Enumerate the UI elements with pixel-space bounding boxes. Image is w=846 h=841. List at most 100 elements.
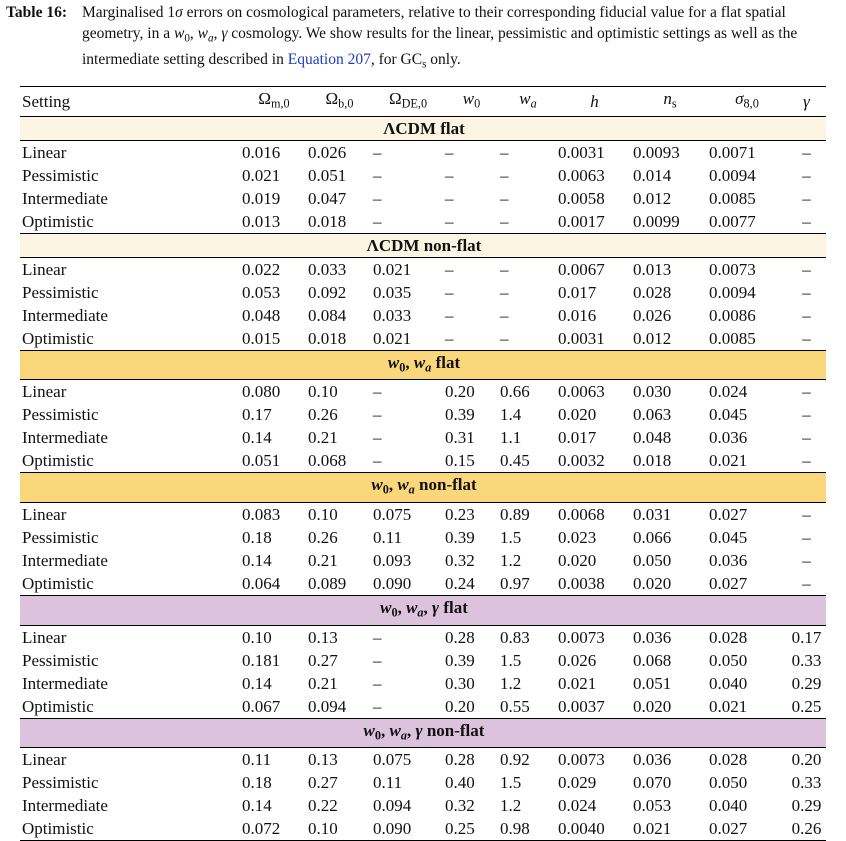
table-row: Pessimistic 0.053 0.092 0.035 – – 0.017 0.028 0.… bbox=[20, 281, 826, 304]
value-cell: 0.012 bbox=[633, 328, 672, 348]
value-cell: 0.036 bbox=[709, 551, 748, 571]
value-cell: 0.024 bbox=[709, 382, 748, 402]
value-cell: 0.075 bbox=[373, 505, 412, 525]
value-cell: 0.027 bbox=[709, 505, 748, 525]
table-section: ΛCDM flat Linear 0.016 0.026 – – – 0.0031 0.0093… bbox=[20, 115, 826, 234]
value-cell: 0.40 bbox=[445, 773, 475, 793]
column-header: w0 bbox=[443, 87, 498, 117]
value-cell: 0.21 bbox=[308, 551, 338, 571]
value-cell: – bbox=[500, 165, 509, 185]
text-segment: flat bbox=[439, 598, 468, 618]
value-cell: 0.013 bbox=[242, 211, 281, 231]
value-cell: 0.0071 bbox=[709, 142, 756, 162]
value-cell: – bbox=[445, 259, 454, 279]
value-cell: 0.0031 bbox=[558, 328, 605, 348]
value-cell: 0.067 bbox=[242, 696, 281, 716]
setting-cell: Intermediate bbox=[22, 551, 108, 571]
text-segment: , bbox=[189, 25, 198, 42]
value-cell: 0.0031 bbox=[558, 142, 605, 162]
value-cell: 0.33 bbox=[791, 650, 822, 670]
value-cell: 0.30 bbox=[445, 673, 475, 693]
value-cell: 0.98 bbox=[500, 819, 530, 839]
text-segment: w bbox=[519, 89, 531, 108]
value-cell: 0.26 bbox=[308, 528, 338, 548]
table-row: Optimistic 0.013 0.018 – – – 0.0017 0.0099 0.007… bbox=[20, 210, 826, 234]
value-cell: – bbox=[445, 142, 454, 162]
value-cell: 0.031 bbox=[633, 505, 672, 525]
table-row: Intermediate 0.14 0.21 – 0.30 1.2 0.021 0.051 0.… bbox=[20, 672, 826, 695]
value-cell: 0.10 bbox=[308, 819, 338, 839]
value-cell: 0.047 bbox=[308, 188, 347, 208]
value-cell: 0.026 bbox=[558, 650, 597, 670]
value-cell: 0.029 bbox=[558, 773, 597, 793]
value-cell: 0.072 bbox=[242, 819, 281, 839]
value-cell: 0.030 bbox=[633, 382, 672, 402]
value-cell: – bbox=[373, 428, 382, 448]
table-row: Optimistic 0.064 0.089 0.090 0.24 0.97 0.0038 0… bbox=[20, 572, 826, 596]
value-cell: 0.090 bbox=[373, 574, 412, 594]
text-segment[interactable]: Equation 207 bbox=[287, 51, 371, 69]
value-cell: – bbox=[802, 142, 811, 162]
value-cell: – bbox=[373, 650, 382, 670]
value-cell: 0.23 bbox=[445, 505, 475, 525]
value-cell: 0.11 bbox=[373, 773, 403, 793]
section-title-row: ΛCDM flat bbox=[20, 115, 826, 141]
value-cell: – bbox=[802, 211, 811, 231]
text-segment: w bbox=[413, 352, 426, 372]
value-cell: 0.0058 bbox=[558, 188, 605, 208]
value-cell: 0.036 bbox=[633, 627, 672, 647]
text-segment: b,0 bbox=[338, 96, 354, 111]
value-cell: 0.064 bbox=[242, 574, 281, 594]
setting-cell: Pessimistic bbox=[22, 528, 99, 548]
section-title: w0, wa flat bbox=[20, 349, 826, 381]
table-row: Linear 0.083 0.10 0.075 0.23 0.89 0.0068 0.031 0… bbox=[20, 503, 826, 527]
section-title: w0, wa, γ flat bbox=[20, 595, 826, 626]
text-segment: only. bbox=[426, 51, 461, 69]
text-segment: w bbox=[380, 598, 392, 618]
value-cell: 0.020 bbox=[633, 696, 672, 716]
value-cell: 0.0032 bbox=[558, 451, 605, 471]
value-cell: 0.040 bbox=[709, 673, 748, 693]
value-cell: 0.28 bbox=[445, 627, 475, 647]
value-cell: 0.18 bbox=[242, 773, 272, 793]
value-cell: 0.026 bbox=[308, 142, 347, 162]
value-cell: 0.089 bbox=[308, 574, 347, 594]
value-cell: 0.0099 bbox=[633, 211, 680, 231]
value-cell: 0.29 bbox=[791, 796, 822, 816]
text-segment: w bbox=[371, 475, 383, 495]
section-title: ΛCDM non-flat bbox=[20, 232, 826, 258]
text-segment: , bbox=[388, 475, 398, 495]
value-cell: – bbox=[373, 382, 382, 402]
value-cell: 0.070 bbox=[633, 773, 672, 793]
column-header: wa bbox=[498, 87, 556, 117]
value-cell: 0.0073 bbox=[709, 259, 756, 279]
value-cell: 0.018 bbox=[308, 328, 347, 348]
text-segment: Ω bbox=[325, 89, 339, 108]
text-segment: w bbox=[387, 352, 400, 372]
value-cell: – bbox=[445, 211, 454, 231]
table-row: Optimistic 0.015 0.018 0.021 – – 0.0031 0.012 0.… bbox=[20, 327, 826, 351]
value-cell: 0.050 bbox=[709, 650, 748, 670]
value-cell: 0.0038 bbox=[558, 574, 605, 594]
value-cell: 0.97 bbox=[500, 574, 530, 594]
value-cell: 0.17 bbox=[791, 627, 822, 647]
text-segment: Ω bbox=[258, 89, 271, 108]
value-cell: 0.14 bbox=[242, 673, 272, 693]
value-cell: – bbox=[445, 328, 454, 348]
value-cell: 0.0068 bbox=[558, 505, 605, 525]
value-cell: – bbox=[373, 405, 382, 425]
section-title-row: w0, wa, γ flat bbox=[20, 595, 826, 626]
value-cell: 0.0094 bbox=[709, 282, 756, 302]
value-cell: 0.048 bbox=[633, 428, 672, 448]
table-row: Linear 0.11 0.13 0.075 0.28 0.92 0.0073 0.036 0.… bbox=[20, 748, 826, 772]
value-cell: 0.027 bbox=[709, 819, 748, 839]
table-row: Intermediate 0.019 0.047 – – – 0.0058 0.012 0.00… bbox=[20, 187, 826, 210]
value-cell: – bbox=[802, 165, 811, 185]
value-cell: 0.33 bbox=[791, 773, 822, 793]
value-cell: 0.20 bbox=[445, 696, 475, 716]
column-header: Setting bbox=[20, 87, 240, 117]
value-cell: 0.0063 bbox=[558, 382, 605, 402]
text-segment: 0 bbox=[399, 360, 406, 375]
setting-cell: Intermediate bbox=[22, 796, 108, 816]
value-cell: 0.25 bbox=[791, 696, 822, 716]
